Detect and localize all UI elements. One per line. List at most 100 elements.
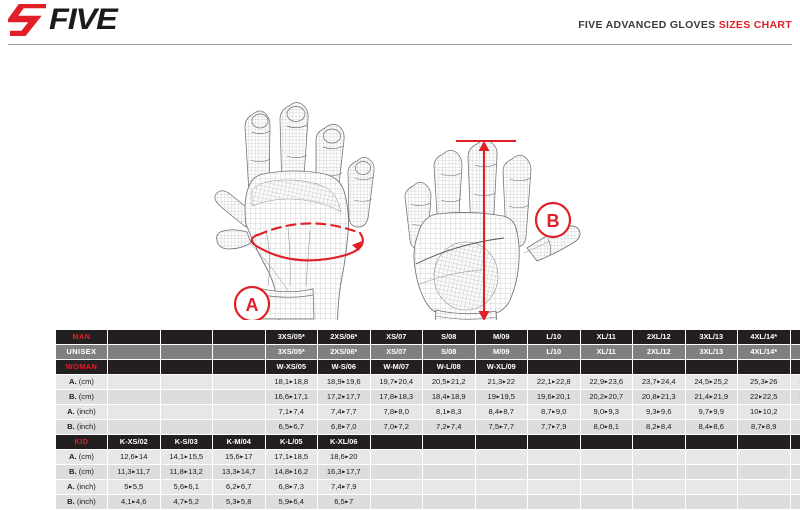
range-arrow-icon: ▸ (447, 409, 451, 416)
range-arrow-icon: ▸ (342, 484, 346, 491)
kid-b-inch-cell-3: 5,9▸6,4 (265, 495, 318, 510)
woman-cell-7[interactable]: W-XL/09 (475, 360, 528, 375)
adult-a-cm-cell-3: 18,1▸18,8 (265, 375, 318, 390)
range-arrow-icon: ▸ (289, 454, 293, 461)
range-arrow-icon: ▸ (289, 424, 293, 431)
unisex-cell-3[interactable]: 3XS/05* (265, 345, 318, 360)
kid-b-cm-cell-0: 11,3▸11,7 (108, 465, 161, 480)
woman-cell-5[interactable]: W-M/07 (370, 360, 423, 375)
man-cell-6[interactable]: S/08 (423, 330, 476, 345)
unisex-cell-4[interactable]: 2XS/06* (318, 345, 371, 360)
man-cell-13[interactable]: 5XL/15* (790, 330, 800, 345)
kid-b-cm-cell-3: 14,8▸16,2 (265, 465, 318, 480)
man-cell-3[interactable]: 3XS/05* (265, 330, 318, 345)
unisex-cell-6[interactable]: S/08 (423, 345, 476, 360)
row-label-man: MAN (56, 330, 108, 345)
kid-b-inch-cell-12 (738, 495, 791, 510)
kid-cell-1[interactable]: K-S/03 (160, 435, 213, 450)
man-cell-9[interactable]: XL/11 (580, 330, 633, 345)
row-label-b-inch: B. (inch) (56, 420, 108, 435)
unisex-cell-13[interactable]: 5XL/15* (790, 345, 800, 360)
unisex-cell-12[interactable]: 4XL/14* (738, 345, 791, 360)
kid-a-cm-cell-8 (528, 450, 581, 465)
kid-b-cm-cell-2: 13,3▸14,7 (213, 465, 266, 480)
kid-b-inch-cell-7 (475, 495, 528, 510)
kid-a-cm-cell-4: 18,6▸20 (318, 450, 371, 465)
man-cell-5[interactable]: XS/07 (370, 330, 423, 345)
marker-b: B (536, 203, 570, 237)
kid-cell-3[interactable]: K-L/05 (265, 435, 318, 450)
adult-b-cm-cell-3: 16,6▸17,1 (265, 390, 318, 405)
unisex-cell-9[interactable]: XL/11 (580, 345, 633, 360)
range-arrow-icon: ▸ (128, 484, 132, 491)
kid-b-cm-cell-4: 16,3▸17,7 (318, 465, 371, 480)
man-cell-11[interactable]: 3XL/13 (685, 330, 738, 345)
kid-cell-0[interactable]: K-XS/02 (108, 435, 161, 450)
row-label-kid-a-cm: A. (cm) (56, 450, 108, 465)
range-arrow-icon: ▸ (765, 379, 769, 386)
kid-b-inch-cell-5 (370, 495, 423, 510)
kid-a-inch-cell-4: 7,4▸7,9 (318, 480, 371, 495)
range-arrow-icon: ▸ (237, 484, 241, 491)
adult-b-inch-cell-5: 7,0▸7,2 (370, 420, 423, 435)
range-arrow-icon: ▸ (709, 379, 713, 386)
unisex-cell-2 (213, 345, 266, 360)
unisex-cell-10[interactable]: 2XL/12 (633, 345, 686, 360)
kid-a-cm-cell-6 (423, 450, 476, 465)
range-arrow-icon: ▸ (604, 409, 608, 416)
adult-a-cm-cell-2 (213, 375, 266, 390)
man-cell-4[interactable]: 2XS/06* (318, 330, 371, 345)
kid-a-inch-cell-3: 6,8▸7,3 (265, 480, 318, 495)
man-cell-12[interactable]: 4XL/14* (738, 330, 791, 345)
kid-a-inch-cell-1: 5,6▸6,1 (160, 480, 213, 495)
adult-a-inch-cell-2 (213, 405, 266, 420)
kid-b-cm-cell-6 (423, 465, 476, 480)
woman-cell-8 (528, 360, 581, 375)
range-arrow-icon: ▸ (289, 409, 293, 416)
kid-a-cm-cell-0: 12,6▸14 (108, 450, 161, 465)
adult-b-cm-cell-4: 17,2▸17,7 (318, 390, 371, 405)
brand-wordmark: FIVE (49, 5, 117, 35)
glove-palm-view: B (405, 140, 580, 320)
woman-cell-3[interactable]: W-XS/05 (265, 360, 318, 375)
unisex-cell-8[interactable]: L/10 (528, 345, 581, 360)
woman-cell-4[interactable]: W-S/06 (318, 360, 371, 375)
adult-b-cm-cell-12: 22▸22,5 (738, 390, 791, 405)
glove-back-view: A (215, 103, 374, 321)
adult-a-cm-cell-6: 20,5▸21,2 (423, 375, 476, 390)
kid-cell-10 (633, 435, 686, 450)
kid-a-inch-cell-8 (528, 480, 581, 495)
adult-b-cm-cell-8: 19,6▸20,1 (528, 390, 581, 405)
adult-b-inch-cell-11: 8,4▸8,6 (685, 420, 738, 435)
range-arrow-icon: ▸ (240, 454, 244, 461)
range-arrow-icon: ▸ (604, 394, 608, 401)
unisex-cell-7[interactable]: M/09 (475, 345, 528, 360)
kid-cell-2[interactable]: K-M/04 (213, 435, 266, 450)
man-cell-8[interactable]: L/10 (528, 330, 581, 345)
man-cell-7[interactable]: M/09 (475, 330, 528, 345)
range-arrow-icon: ▸ (289, 379, 293, 386)
kid-a-inch-cell-12 (738, 480, 791, 495)
kid-a-cm-cell-10 (633, 450, 686, 465)
kid-cell-4[interactable]: K-XL/06 (318, 435, 371, 450)
unisex-cell-11[interactable]: 3XL/13 (685, 345, 738, 360)
adult-b-cm-cell-2 (213, 390, 266, 405)
adult-b-inch-cell-7: 7,5▸7,7 (475, 420, 528, 435)
marker-b-label: B (547, 211, 560, 231)
adult-b-cm-cell-13: 22,6▸23,1 (790, 390, 800, 405)
kid-b-inch-cell-9 (580, 495, 633, 510)
range-arrow-icon: ▸ (552, 394, 556, 401)
man-cell-10[interactable]: 2XL/12 (633, 330, 686, 345)
man-cell-1 (160, 330, 213, 345)
kid-a-cm-cell-9 (580, 450, 633, 465)
row-label-b-cm: B. (cm) (56, 390, 108, 405)
woman-cell-6[interactable]: W-L/08 (423, 360, 476, 375)
unisex-cell-5[interactable]: XS/07 (370, 345, 423, 360)
adult-b-cm-cell-9: 20,2▸20,7 (580, 390, 633, 405)
range-arrow-icon: ▸ (345, 499, 349, 506)
